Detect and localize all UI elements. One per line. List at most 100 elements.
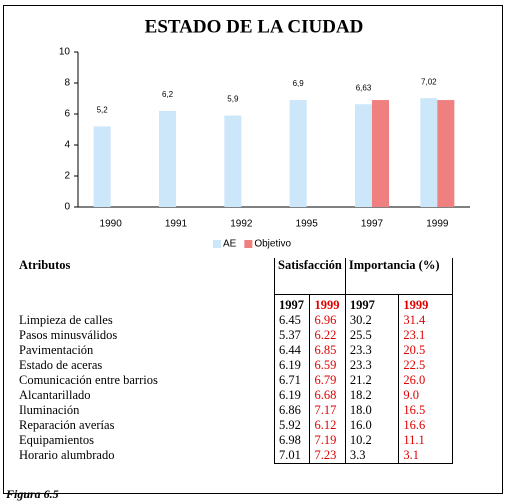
attribute-cell: Limpieza de calles: [19, 313, 113, 327]
attribute-cell: Pavimentación: [19, 343, 94, 357]
value-cell: 3.1: [398, 448, 453, 464]
value-cell: 6.12: [309, 418, 346, 433]
chart: ESTADO DE LA CIUDAD 0 2 4 6 8 10 1990 5,2 1991 6,…: [59, 16, 470, 250]
value-cell: 16.5: [398, 403, 453, 418]
legend-label: AE: [223, 239, 237, 250]
legend-label: Objetivo: [254, 239, 291, 250]
value-cell: 16.6: [398, 418, 453, 433]
attribute-cell: Horario alumbrado: [19, 448, 115, 463]
y-tick-label: 2: [64, 171, 70, 182]
value-cell: 6.19: [273, 358, 311, 373]
frame: [3, 5, 503, 494]
bar: [93, 126, 111, 207]
header-importance: Importancia (%): [344, 258, 453, 295]
value-cell: 11.1: [398, 433, 453, 448]
header-satisfaction: Satisfacción: [274, 258, 346, 295]
attribute-cell: Comunicación entre barrios: [19, 373, 158, 387]
value-cell: 6.19: [273, 388, 311, 403]
chart-title: ESTADO DE LA CIUDAD: [145, 16, 364, 37]
value-cell: 23.3: [344, 358, 400, 373]
value-cell: 23.3: [344, 343, 400, 358]
value-cell: 5.37: [273, 328, 311, 343]
value-cell: 20.5: [398, 343, 453, 358]
x-tick-label: 1997: [361, 219, 384, 230]
value-cell: 22.5: [398, 358, 453, 373]
value-cell: 3.3: [344, 448, 400, 464]
value-label: 6,63: [356, 83, 372, 92]
y-tick-label: 4: [64, 140, 70, 151]
value-cell: 6.86: [273, 403, 311, 418]
data-row: Pavimentación 6.44 6.85 23.3 20.5: [16, 343, 453, 358]
value-cell: 18.2: [344, 388, 400, 403]
value-label: 5,2: [97, 106, 109, 115]
value-cell: 6.98: [273, 433, 311, 448]
year-row: 1997 1999 1997 1999: [16, 294, 453, 314]
data-row: Iluminación 6.86 7.17 18.0 16.5: [16, 403, 453, 418]
data-row: Horario alumbrado 7.01 7.23 3.3 3.1: [16, 448, 453, 464]
value-cell: 9.0: [398, 388, 453, 403]
attribute-cell: Alcantarillado: [19, 388, 91, 402]
value-cell: 5.92: [273, 418, 311, 433]
y-tick-label: 0: [64, 202, 70, 213]
value-cell: 7.23: [309, 448, 346, 464]
value-cell: 6.44: [273, 343, 311, 358]
data-row: Reparación averías 5.92 6.12 16.0 16.6: [16, 418, 453, 433]
value-cell: 6.96: [309, 313, 346, 328]
value-cell: 30.2: [344, 313, 400, 328]
value-label: 6,9: [293, 79, 305, 88]
value-cell: 10.2: [344, 433, 400, 448]
bar: [355, 104, 372, 207]
value-cell: 6.45: [273, 313, 311, 328]
data-row: Alcantarillado 6.19 6.68 18.2 9.0: [16, 388, 453, 403]
value-cell: 7.17: [309, 403, 346, 418]
bar: [372, 100, 389, 207]
value-label: 5,9: [227, 95, 239, 104]
value-cell: 25.5: [344, 328, 400, 343]
value-cell: 6.68: [309, 388, 346, 403]
value-cell: 21.2: [344, 373, 400, 388]
header-attribute: Atributos: [19, 258, 71, 272]
caption: Figura 6.5: [6, 487, 59, 501]
attribute-cell: Iluminación: [19, 403, 80, 417]
data-row: Comunicación entre barrios 6.71 6.79 21.2 26…: [16, 373, 453, 388]
y-tick-label: 10: [59, 47, 71, 58]
x-tick-label: 1995: [296, 219, 319, 230]
value-cell: 23.1: [398, 328, 453, 343]
value-label: 6,2: [162, 90, 174, 99]
legend-swatch: [244, 240, 253, 248]
value-cell: 6.59: [309, 358, 346, 373]
bar: [289, 100, 307, 207]
attribute-cell: Estado de aceras: [19, 358, 103, 372]
y-tick-label: 6: [64, 109, 70, 120]
attribute-cell: Reparación averías: [19, 418, 115, 432]
legend-swatch: [213, 240, 221, 248]
data-row: Equipamientos 6.98 7.19 10.2 11.1: [16, 433, 453, 448]
data-row: Estado de aceras 6.19 6.59 23.3 22.5: [16, 358, 453, 373]
x-tick-label: 1990: [100, 219, 123, 230]
data-row: Limpieza de calles 6.45 6.96 30.2 31.4: [16, 313, 453, 328]
attribute-cell: Pasos minusválidos: [19, 328, 118, 342]
value-cell: 26.0: [398, 373, 453, 388]
cell: [16, 295, 275, 314]
bar: [159, 110, 176, 207]
x-tick-label: 1991: [165, 219, 188, 230]
value-cell: 6.85: [309, 343, 346, 358]
x-tick-label: 1992: [230, 219, 253, 230]
value-label: 7,02: [421, 77, 437, 86]
table: Atributos Satisfacción Importancia (%) 1…: [16, 258, 453, 464]
value-cell: 31.4: [398, 313, 453, 328]
bar: [224, 115, 242, 207]
y-tick-label: 8: [64, 78, 70, 89]
year-header: 1997: [344, 294, 400, 313]
x-tick-label: 1999: [426, 219, 449, 230]
bar: [437, 100, 455, 207]
data-row: Pasos minusválidos 5.37 6.22 25.5 23.1: [16, 328, 453, 343]
year-header: 1999: [398, 294, 453, 313]
year-header: 1999: [309, 294, 346, 313]
value-cell: 6.79: [309, 373, 346, 388]
bar: [420, 98, 438, 207]
value-cell: 7.01: [273, 448, 311, 464]
value-cell: 6.71: [273, 373, 311, 388]
value-cell: 6.22: [309, 328, 346, 343]
